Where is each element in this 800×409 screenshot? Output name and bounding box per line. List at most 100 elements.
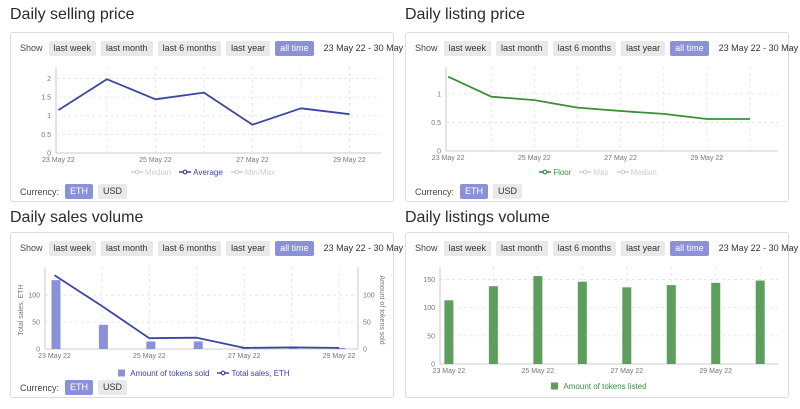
range-button-last-6-months[interactable]: last 6 months bbox=[157, 40, 222, 56]
bar-amount-of-tokens-sold[interactable] bbox=[146, 341, 156, 349]
x-tick-label: 25 May 22 bbox=[133, 353, 166, 360]
range-button-all-time[interactable]: all time bbox=[275, 40, 314, 56]
y2-tick-label: 100 bbox=[363, 293, 375, 300]
range-button-last-year[interactable]: last year bbox=[621, 40, 666, 56]
show-label: Show bbox=[415, 243, 438, 253]
bar-amount-of-tokens-listed[interactable] bbox=[444, 300, 454, 364]
range-button-last-month[interactable]: last month bbox=[101, 40, 153, 56]
range-button-last-6-months[interactable]: last 6 months bbox=[552, 240, 617, 256]
x-tick-label: 29 May 22 bbox=[691, 155, 724, 162]
currency-label: Currency: bbox=[20, 382, 60, 393]
y-tick-label: 0.5 bbox=[431, 120, 441, 127]
range-button-last-week[interactable]: last week bbox=[443, 40, 492, 56]
y-tick-label: 1.5 bbox=[41, 95, 51, 102]
y2-axis-title: Amount of tokens sold bbox=[378, 275, 385, 344]
currency-label: Currency: bbox=[415, 186, 455, 197]
x-tick-label: 23 May 22 bbox=[38, 353, 71, 360]
range-button-all-time[interactable]: all time bbox=[670, 40, 709, 56]
bar-amount-of-tokens-listed[interactable] bbox=[622, 287, 632, 364]
range-button-last-week[interactable]: last week bbox=[48, 40, 97, 56]
y-tick-label: 100 bbox=[423, 305, 435, 312]
bar-amount-of-tokens-listed[interactable] bbox=[577, 281, 587, 364]
legend-swatch-icon bbox=[551, 382, 559, 390]
range-button-last-month[interactable]: last month bbox=[496, 240, 548, 256]
legend-item-max[interactable]: Max bbox=[579, 167, 609, 177]
currency-button-eth[interactable]: ETH bbox=[460, 184, 489, 199]
legend-item-total-sales-eth[interactable]: Total sales, ETH bbox=[217, 368, 290, 378]
x-tick-label: 27 May 22 bbox=[228, 353, 261, 360]
currency-switch: Currency: ETH USD bbox=[415, 184, 527, 199]
range-button-last-6-months[interactable]: last 6 months bbox=[157, 240, 222, 256]
y-axis-title: Total sales, ETH bbox=[18, 285, 25, 336]
currency-button-usd[interactable]: USD bbox=[493, 184, 523, 199]
bar-amount-of-tokens-sold[interactable] bbox=[98, 324, 108, 349]
sales-card: Show last week last month last 6 months last… bbox=[10, 232, 416, 398]
currency-button-eth[interactable]: ETH bbox=[65, 184, 94, 199]
legend-item-average[interactable]: Average bbox=[179, 168, 223, 177]
bar-amount-of-tokens-listed[interactable] bbox=[666, 285, 676, 364]
y-tick-label: 0 bbox=[36, 347, 40, 354]
legend-item-amount-of-tokens-listed[interactable]: Amount of tokens listed bbox=[549, 382, 647, 391]
x-tick-label: 27 May 22 bbox=[610, 368, 643, 375]
legend-line-icon bbox=[217, 370, 230, 376]
currency-switch: Currency: ETH USD bbox=[20, 380, 132, 395]
listings-card: Show last week last month last 6 months last… bbox=[405, 232, 800, 398]
legend-label: Max bbox=[593, 167, 609, 177]
time-range-toolbar: Show last week last month last 6 months last… bbox=[11, 40, 416, 56]
show-label: Show bbox=[20, 243, 43, 253]
time-range-toolbar: Show last week last month last 6 months last… bbox=[406, 40, 800, 56]
time-range-toolbar: Show last week last month last 6 months last… bbox=[11, 240, 416, 256]
x-tick-label: 23 May 22 bbox=[433, 368, 466, 375]
currency-button-usd[interactable]: USD bbox=[98, 184, 128, 199]
legend-item-min-max[interactable]: Min/Max bbox=[230, 167, 276, 177]
bar-amount-of-tokens-sold[interactable] bbox=[193, 341, 203, 349]
y-tick-label: 1 bbox=[437, 91, 441, 98]
bar-amount-of-tokens-listed[interactable] bbox=[755, 280, 765, 364]
y-tick-label: 150 bbox=[423, 277, 435, 284]
bar-amount-of-tokens-sold[interactable] bbox=[336, 347, 346, 349]
legend-item-median[interactable]: Median bbox=[616, 168, 657, 177]
range-button-all-time[interactable]: all time bbox=[275, 240, 314, 256]
bar-amount-of-tokens-listed[interactable] bbox=[711, 282, 721, 364]
range-button-last-year[interactable]: last year bbox=[226, 240, 271, 256]
range-button-last-month[interactable]: last month bbox=[496, 40, 548, 56]
chart-legend: Amount of tokens sold Total sales, ETH bbox=[11, 367, 395, 379]
currency-label: Currency: bbox=[20, 186, 60, 197]
x-tick-label: 29 May 22 bbox=[323, 353, 356, 360]
currency-button-eth[interactable]: ETH bbox=[65, 380, 94, 395]
range-button-last-year[interactable]: last year bbox=[621, 240, 666, 256]
range-button-last-year[interactable]: last year bbox=[226, 40, 271, 56]
bar-amount-of-tokens-listed[interactable] bbox=[488, 286, 498, 364]
listing-card: Show last week last month last 6 months last… bbox=[405, 32, 800, 202]
date-range-label: 23 May 22 - 30 May 22 bbox=[323, 43, 416, 53]
date-range-label: 23 May 22 - 30 May 22 bbox=[718, 43, 800, 53]
range-button-all-time[interactable]: all time bbox=[670, 240, 709, 256]
legend-label: Average bbox=[193, 167, 223, 177]
panel-title: Daily listing price bbox=[405, 6, 526, 23]
date-range-label: 23 May 22 - 30 May 22 bbox=[323, 243, 416, 253]
panel-title: Daily listings volume bbox=[405, 209, 550, 226]
x-tick-label: 27 May 22 bbox=[604, 155, 637, 162]
legend-label: Total sales, ETH bbox=[231, 368, 290, 378]
legend-item-floor[interactable]: Floor bbox=[539, 168, 571, 177]
chart-legend: Amount of tokens listed bbox=[406, 380, 790, 392]
range-button-last-week[interactable]: last week bbox=[443, 240, 492, 256]
series-line-total-sales-eth bbox=[54, 274, 340, 349]
selling-card: Show last week last month last 6 months last… bbox=[10, 32, 416, 202]
chart-legend: Median Average Min/Max bbox=[11, 166, 395, 178]
x-tick-label: 23 May 22 bbox=[432, 155, 465, 162]
legend-item-median[interactable]: Median bbox=[130, 168, 171, 177]
listings-chart: 0 50 100 150 23 May 22 25 May 22 27 May 22 29 M… bbox=[423, 267, 778, 375]
x-tick-label: 27 May 22 bbox=[236, 157, 269, 164]
range-button-last-week[interactable]: last week bbox=[48, 240, 97, 256]
currency-button-usd[interactable]: USD bbox=[98, 380, 128, 395]
x-tick-label: 29 May 22 bbox=[333, 157, 366, 164]
range-button-last-month[interactable]: last month bbox=[101, 240, 153, 256]
range-button-last-6-months[interactable]: last 6 months bbox=[552, 40, 617, 56]
bar-amount-of-tokens-listed[interactable] bbox=[533, 276, 543, 364]
legend-label: Min/Max bbox=[244, 167, 276, 177]
y-tick-label: 2 bbox=[47, 76, 51, 83]
legend-item-amount-of-tokens-sold[interactable]: Amount of tokens sold bbox=[116, 369, 209, 378]
bar-amount-of-tokens-sold[interactable] bbox=[51, 280, 61, 349]
